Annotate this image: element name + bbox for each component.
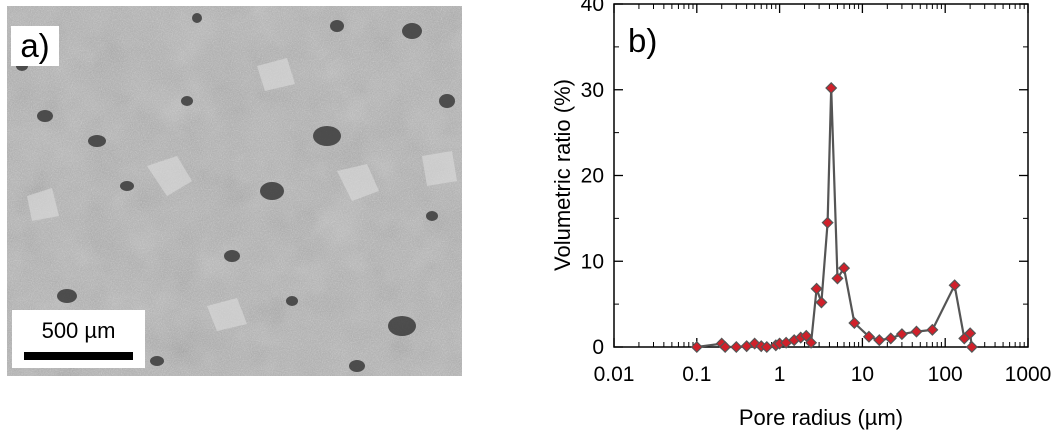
data-point [837, 262, 851, 275]
scale-bar-label: 500 µm [41, 318, 116, 343]
pore-distribution-chart: 0.01 0.1 1 10 100 1000 0 10 20 30 40 b) Pore radiu… [550, 0, 1052, 430]
pore-distribution-chart-panel: 0.01 0.1 1 10 100 1000 0 10 20 30 40 b) Pore radiu… [520, 0, 1062, 435]
data-point [926, 323, 939, 336]
data-point [884, 332, 897, 345]
data-point [805, 336, 818, 349]
y-tick-label: 30 [581, 79, 604, 102]
data-point [825, 81, 838, 95]
data-point [862, 330, 876, 343]
data-point [965, 340, 978, 354]
data-point [719, 340, 732, 354]
x-tick-label: 100 [928, 363, 963, 386]
y-tick-label: 0 [592, 336, 604, 359]
data-point [848, 316, 861, 330]
x-tick-label: 1 [774, 363, 786, 386]
panel-b-label: b) [628, 22, 657, 59]
data-point [800, 329, 813, 342]
y-axis-label: Volumetric ratio (%) [550, 79, 575, 271]
data-point [910, 325, 923, 338]
scale-bar [24, 352, 133, 360]
data-point [730, 340, 743, 354]
x-tick-label: 1000 [1005, 363, 1052, 386]
y-tick-label: 20 [581, 165, 604, 188]
data-point [873, 334, 886, 347]
sem-micrograph-panel: a) 500 µm [7, 6, 462, 376]
y-tick-label: 10 [581, 250, 604, 273]
data-point [964, 327, 977, 340]
x-axis-label: Pore radius (µm) [739, 405, 903, 430]
x-tick-label: 0.1 [682, 363, 711, 386]
scale-bar-box: 500 µm [12, 310, 145, 368]
data-point [690, 340, 703, 354]
data-point [815, 296, 828, 309]
data-point [810, 282, 823, 295]
data-point [948, 279, 961, 292]
series-line [696, 87, 973, 349]
data-point [831, 272, 844, 285]
data-point [821, 216, 834, 229]
sem-micrograph-image [7, 6, 462, 376]
y-tick-label: 40 [581, 0, 604, 16]
data-point [895, 328, 908, 341]
x-tick-label: 0.01 [594, 363, 635, 386]
x-tick-label: 10 [851, 363, 874, 386]
panel-a-label: a) [11, 26, 59, 66]
